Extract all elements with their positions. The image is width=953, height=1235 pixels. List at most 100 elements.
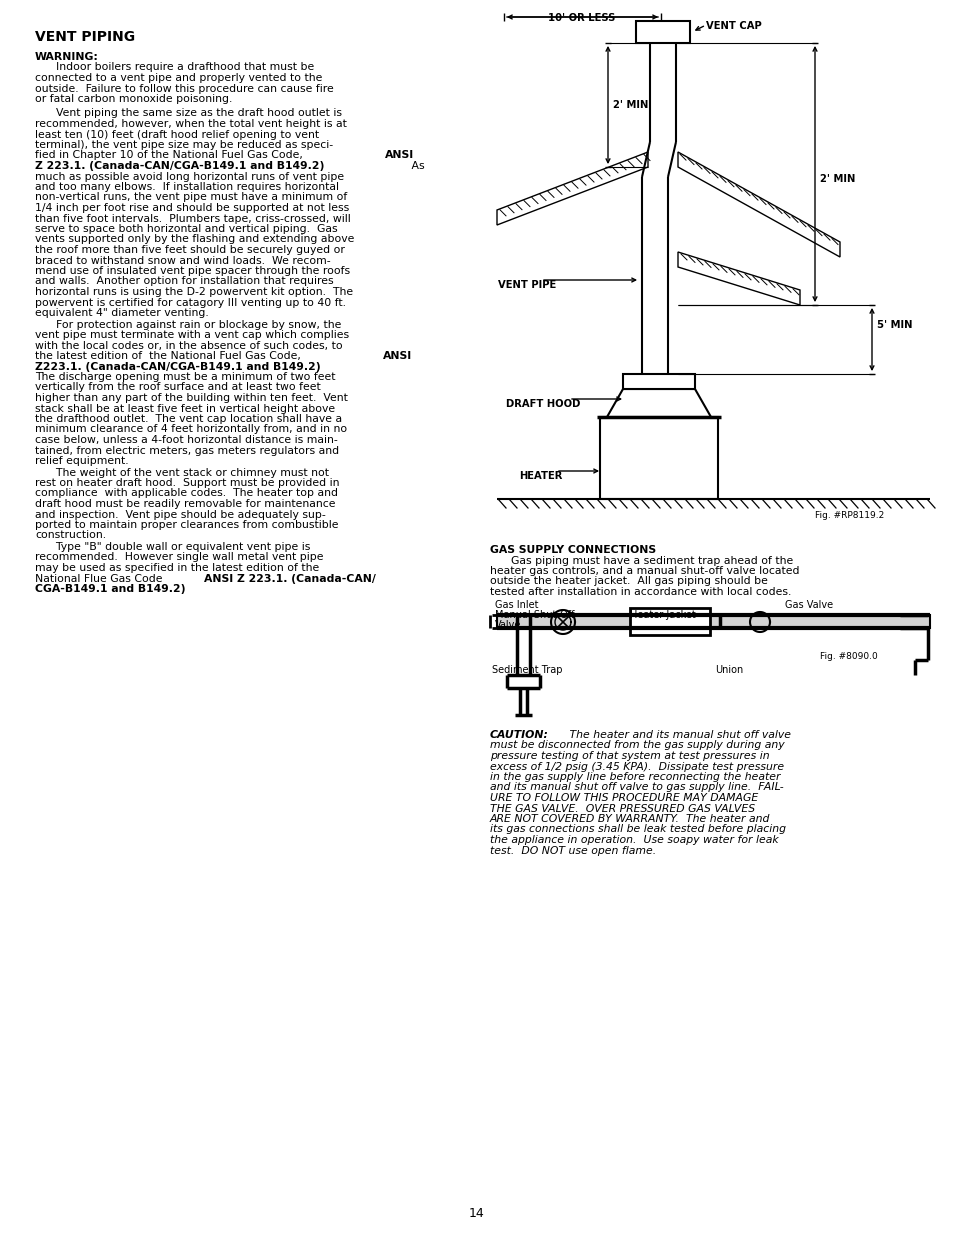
Text: relief equipment.: relief equipment.: [35, 456, 129, 466]
Text: 10' OR LESS: 10' OR LESS: [548, 14, 615, 23]
Text: Manual Shut-Off: Manual Shut-Off: [495, 610, 574, 620]
Text: may be used as specified in the latest edition of the: may be used as specified in the latest e…: [35, 563, 319, 573]
Text: URE TO FOLLOW THIS PROCEDURE MAY DAMAGE: URE TO FOLLOW THIS PROCEDURE MAY DAMAGE: [490, 793, 758, 803]
Text: The weight of the vent stack or chimney must not: The weight of the vent stack or chimney …: [35, 468, 329, 478]
Text: much as possible avoid long horizontal runs of vent pipe: much as possible avoid long horizontal r…: [35, 172, 344, 182]
Bar: [599, 417, 718, 499]
Text: recommended.  However single wall metal vent pipe: recommended. However single wall metal v…: [35, 552, 323, 562]
Text: Union: Union: [714, 664, 742, 676]
Text: Z 223.1. (Canada-CAN/CGA-B149.1 and B149.2): Z 223.1. (Canada-CAN/CGA-B149.1 and B149…: [35, 161, 324, 170]
Text: the latest edition of  the National Fuel Gas Code,: the latest edition of the National Fuel …: [35, 351, 304, 361]
Text: tested after installation in accordance with local codes.: tested after installation in accordance …: [490, 587, 791, 597]
Text: its gas connections shall be leak tested before placing: its gas connections shall be leak tested…: [490, 825, 785, 835]
Text: construction.: construction.: [35, 531, 106, 541]
Text: the roof more than five feet should be securely guyed or: the roof more than five feet should be s…: [35, 245, 345, 254]
Text: rest on heater draft hood.  Support must be provided in: rest on heater draft hood. Support must …: [35, 478, 339, 488]
Text: compliance  with applicable codes.  The heater top and: compliance with applicable codes. The he…: [35, 489, 337, 499]
Text: connected to a vent pipe and properly vented to the: connected to a vent pipe and properly ve…: [35, 73, 322, 83]
Text: The discharge opening must be a minimum of two feet: The discharge opening must be a minimum …: [35, 372, 335, 382]
Text: THE GAS VALVE.  OVER PRESSURED GAS VALVES: THE GAS VALVE. OVER PRESSURED GAS VALVES: [490, 804, 755, 814]
Text: Z223.1. (Canada-CAN/CGA-B149.1 and B149.2): Z223.1. (Canada-CAN/CGA-B149.1 and B149.…: [35, 362, 320, 372]
Text: DRAFT HOOD: DRAFT HOOD: [505, 399, 579, 409]
Polygon shape: [606, 389, 710, 417]
Text: GAS SUPPLY CONNECTIONS: GAS SUPPLY CONNECTIONS: [490, 545, 656, 555]
Text: 1/4 inch per foot rise and should be supported at not less: 1/4 inch per foot rise and should be sup…: [35, 203, 349, 212]
Text: Gas Inlet: Gas Inlet: [495, 599, 537, 610]
Text: with the local codes or, in the absence of such codes, to: with the local codes or, in the absence …: [35, 341, 342, 351]
Text: ported to maintain proper clearances from combustible: ported to maintain proper clearances fro…: [35, 520, 338, 530]
Text: and its manual shut off valve to gas supply line.  FAIL-: and its manual shut off valve to gas sup…: [490, 783, 782, 793]
Text: minimum clearance of 4 feet horizontally from, and in no: minimum clearance of 4 feet horizontally…: [35, 425, 347, 435]
Text: CAUTION:: CAUTION:: [490, 730, 548, 740]
Text: As: As: [408, 161, 425, 170]
Text: Heater Jacket: Heater Jacket: [629, 610, 695, 620]
Text: Valve: Valve: [495, 620, 521, 631]
Text: VENT CAP: VENT CAP: [705, 21, 760, 31]
Text: Gas Valve: Gas Valve: [784, 599, 832, 610]
Text: excess of 1/2 psig (3.45 KPA).  Dissipate test pressure: excess of 1/2 psig (3.45 KPA). Dissipate…: [490, 762, 783, 772]
Polygon shape: [678, 152, 840, 257]
Text: mend use of insulated vent pipe spacer through the roofs: mend use of insulated vent pipe spacer t…: [35, 266, 350, 275]
Text: terminal), the vent pipe size may be reduced as speci-: terminal), the vent pipe size may be red…: [35, 140, 333, 149]
Text: The heater and its manual shut off valve: The heater and its manual shut off valve: [565, 730, 790, 740]
Text: 14: 14: [469, 1207, 484, 1220]
Text: least ten (10) feet (draft hood relief opening to vent: least ten (10) feet (draft hood relief o…: [35, 130, 319, 140]
Text: draft hood must be readily removable for maintenance: draft hood must be readily removable for…: [35, 499, 335, 509]
Text: heater gas controls, and a manual shut-off valve located: heater gas controls, and a manual shut-o…: [490, 566, 799, 576]
Text: stack shall be at least five feet in vertical height above: stack shall be at least five feet in ver…: [35, 404, 335, 414]
Text: pressure testing of that system at test pressures in: pressure testing of that system at test …: [490, 751, 769, 761]
Text: vent pipe must terminate with a vent cap which complies: vent pipe must terminate with a vent cap…: [35, 330, 349, 340]
Text: For protection against rain or blockage by snow, the: For protection against rain or blockage …: [35, 320, 341, 330]
Text: Sediment Trap: Sediment Trap: [492, 664, 562, 676]
Bar: [622, 374, 695, 389]
Text: Vent piping the same size as the draft hood outlet is: Vent piping the same size as the draft h…: [35, 109, 341, 119]
Text: HEATER: HEATER: [518, 471, 561, 480]
Text: test.  DO NOT use open flame.: test. DO NOT use open flame.: [490, 846, 656, 856]
Text: and inspection.  Vent pipe should be adequately sup-: and inspection. Vent pipe should be adeq…: [35, 510, 325, 520]
Text: ARE NOT COVERED BY WARRANTY.  The heater and: ARE NOT COVERED BY WARRANTY. The heater …: [490, 814, 770, 824]
Text: outside the heater jacket.  All gas piping should be: outside the heater jacket. All gas pipin…: [490, 577, 767, 587]
Text: higher than any part of the building within ten feet.  Vent: higher than any part of the building wit…: [35, 393, 348, 403]
Text: in the gas supply line before reconnecting the heater: in the gas supply line before reconnecti…: [490, 772, 780, 782]
Text: non-vertical runs, the vent pipe must have a minimum of: non-vertical runs, the vent pipe must ha…: [35, 193, 347, 203]
Text: CGA-B149.1 and B149.2): CGA-B149.1 and B149.2): [35, 584, 185, 594]
Text: VENT PIPE: VENT PIPE: [497, 280, 556, 290]
Text: equivalent 4" diameter venting.: equivalent 4" diameter venting.: [35, 308, 209, 317]
Text: outside.  Failure to follow this procedure can cause fire: outside. Failure to follow this procedur…: [35, 84, 334, 94]
Text: Fig. #RP8119.2: Fig. #RP8119.2: [814, 511, 883, 520]
Bar: [497, 615, 929, 629]
Text: ANSI: ANSI: [385, 151, 414, 161]
Polygon shape: [497, 152, 647, 225]
Text: Fig. #8090.0: Fig. #8090.0: [820, 652, 877, 661]
Text: VENT PIPING: VENT PIPING: [35, 30, 135, 44]
Text: serve to space both horizontal and vertical piping.  Gas: serve to space both horizontal and verti…: [35, 224, 337, 233]
Bar: [636, 21, 689, 43]
Text: the drafthood outlet.  The vent cap location shall have a: the drafthood outlet. The vent cap locat…: [35, 414, 342, 424]
Text: horizontal runs is using the D-2 powervent kit option.  The: horizontal runs is using the D-2 powerve…: [35, 287, 353, 296]
Bar: [629, 608, 709, 635]
Text: 2' MIN: 2' MIN: [613, 100, 648, 110]
Polygon shape: [678, 252, 800, 305]
Text: and too many elbows.  If installation requires horizontal: and too many elbows. If installation req…: [35, 182, 338, 191]
Text: ANSI: ANSI: [382, 351, 412, 361]
Text: Gas piping must have a sediment trap ahead of the: Gas piping must have a sediment trap ahe…: [490, 556, 792, 566]
Text: 5' MIN: 5' MIN: [876, 320, 911, 330]
Text: recommended, however, when the total vent height is at: recommended, however, when the total ven…: [35, 119, 347, 128]
Text: tained, from electric meters, gas meters regulators and: tained, from electric meters, gas meters…: [35, 446, 338, 456]
Text: the appliance in operation.  Use soapy water for leak: the appliance in operation. Use soapy wa…: [490, 835, 778, 845]
Text: vertically from the roof surface and at least two feet: vertically from the roof surface and at …: [35, 383, 320, 393]
Text: ANSI Z 223.1. (Canada-CAN/: ANSI Z 223.1. (Canada-CAN/: [204, 573, 375, 583]
Text: case below, unless a 4-foot horizontal distance is main-: case below, unless a 4-foot horizontal d…: [35, 435, 337, 445]
Text: vents supported only by the flashing and extending above: vents supported only by the flashing and…: [35, 235, 354, 245]
Text: 2' MIN: 2' MIN: [820, 174, 855, 184]
Text: WARNING:: WARNING:: [35, 52, 99, 62]
Text: must be disconnected from the gas supply during any: must be disconnected from the gas supply…: [490, 741, 783, 751]
Text: than five foot intervals.  Plumbers tape, criss-crossed, will: than five foot intervals. Plumbers tape,…: [35, 214, 351, 224]
Text: or fatal carbon monoxide poisoning.: or fatal carbon monoxide poisoning.: [35, 94, 233, 104]
Text: and walls.  Another option for installation that requires: and walls. Another option for installati…: [35, 277, 334, 287]
Text: braced to withstand snow and wind loads.  We recom-: braced to withstand snow and wind loads.…: [35, 256, 331, 266]
Text: powervent is certified for catagory III venting up to 40 ft.: powervent is certified for catagory III …: [35, 298, 346, 308]
Text: National Flue Gas Code: National Flue Gas Code: [35, 573, 166, 583]
Text: Indoor boilers require a drafthood that must be: Indoor boilers require a drafthood that …: [35, 63, 314, 73]
Text: Type "B" double wall or equivalent vent pipe is: Type "B" double wall or equivalent vent …: [35, 542, 310, 552]
